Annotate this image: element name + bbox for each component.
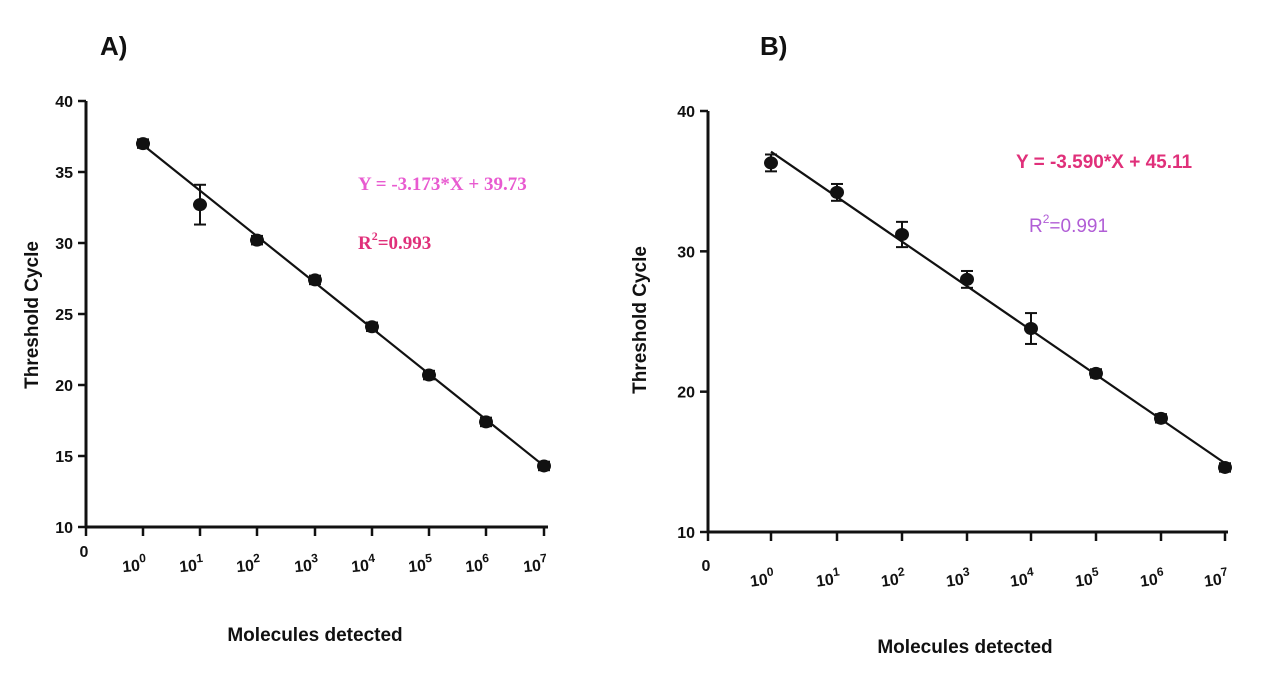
panel-b-x-tick-label: 105 [1073, 564, 1101, 590]
panel-a-x-tick-label: 102 [235, 551, 262, 576]
panel-b-data-point [960, 272, 974, 286]
panel-b-r-squared: R2=0.991 [1029, 212, 1108, 237]
panel-a-y-tick-label: 40 [55, 94, 73, 111]
panel-b-x-tick-label: 100 [748, 564, 776, 590]
panel-b-y-tick-label: 20 [677, 385, 695, 402]
panel-b-equation: Y = -3.590*X + 45.11 [1016, 152, 1193, 173]
panel-b-data-point [764, 156, 778, 170]
panel-a-equation: Y = -3.173*X + 39.73 [358, 174, 527, 195]
panel-b-label: B) [760, 31, 787, 61]
panel-a-data-point [308, 273, 322, 287]
panel-a-x-tick-label: 105 [407, 551, 434, 576]
panel-b-x-tick-label: 106 [1138, 564, 1166, 590]
panel-b: B) Threshold Cycle Molecules detected Y … [630, 31, 1193, 658]
panel-b-plot: 10 20 30 40 0 100 101 102 103 104 105 106 107 [677, 104, 1232, 591]
panel-b-y-tick-label: 40 [677, 104, 695, 121]
panel-a-y-tick-label: 15 [55, 449, 73, 466]
panel-a-x-axis-title: Molecules detected [227, 625, 402, 646]
panel-b-data-point [1154, 411, 1168, 425]
panel-a-fit-line [142, 144, 545, 467]
panel-b-x-tick-label: 104 [1008, 564, 1036, 590]
panel-a-data-point [422, 368, 436, 382]
panel-b-data-point [830, 185, 844, 199]
panel-b-data-point [1024, 322, 1038, 336]
panel-a: A) Threshold Cycle Molecules detected Y … [22, 31, 527, 646]
panel-a-y-tick-label: 10 [55, 520, 73, 537]
panel-b-x-tick-label: 0 [702, 558, 711, 575]
panel-a-y-tick-label: 30 [55, 236, 73, 253]
panel-a-y-axis-title: Threshold Cycle [22, 241, 43, 389]
panel-a-x-tick-label: 106 [464, 551, 491, 576]
panel-b-fit-line [770, 150, 1226, 465]
panel-b-x-axis-title: Molecules detected [877, 637, 1052, 658]
panel-a-x-tick-label: 0 [80, 544, 89, 561]
panel-a-x-tick-label: 100 [121, 551, 148, 576]
panel-a-y-tick-label: 20 [55, 378, 73, 395]
panel-a-plot: 10 15 20 25 30 35 40 0 100 101 102 103 104 105 106 107 [55, 94, 551, 576]
panel-a-x-tick-label: 107 [522, 551, 549, 576]
panel-a-x-tick-label: 104 [350, 551, 377, 576]
panel-b-data-point [895, 227, 909, 241]
panel-a-y-tick-label: 35 [55, 165, 73, 182]
panel-b-data-point [1089, 366, 1103, 380]
panel-a-x-tick-label: 101 [178, 551, 205, 576]
panel-b-x-tick-label: 101 [814, 564, 842, 590]
panel-b-x-tick-label: 102 [879, 564, 907, 590]
panel-b-y-axis-title: Threshold Cycle [630, 246, 651, 394]
panel-a-y-tick-label: 25 [55, 307, 73, 324]
panel-a-data-point [136, 137, 150, 151]
panel-a-data-point [193, 198, 207, 212]
panel-a-data-point [250, 233, 264, 247]
panel-a-r-squared: R2=0.993 [358, 229, 431, 254]
panel-b-x-tick-label: 103 [944, 564, 972, 590]
panel-a-label: A) [100, 31, 127, 61]
panel-b-y-tick-label: 30 [677, 244, 695, 261]
panel-b-x-tick-label: 107 [1202, 564, 1230, 590]
panel-a-data-point [537, 459, 551, 473]
panel-a-x-tick-label: 103 [293, 551, 320, 576]
panel-a-data-point [479, 415, 493, 429]
panel-b-data-point [1218, 460, 1232, 474]
panel-a-data-point [365, 320, 379, 334]
panel-b-y-tick-label: 10 [677, 525, 695, 542]
